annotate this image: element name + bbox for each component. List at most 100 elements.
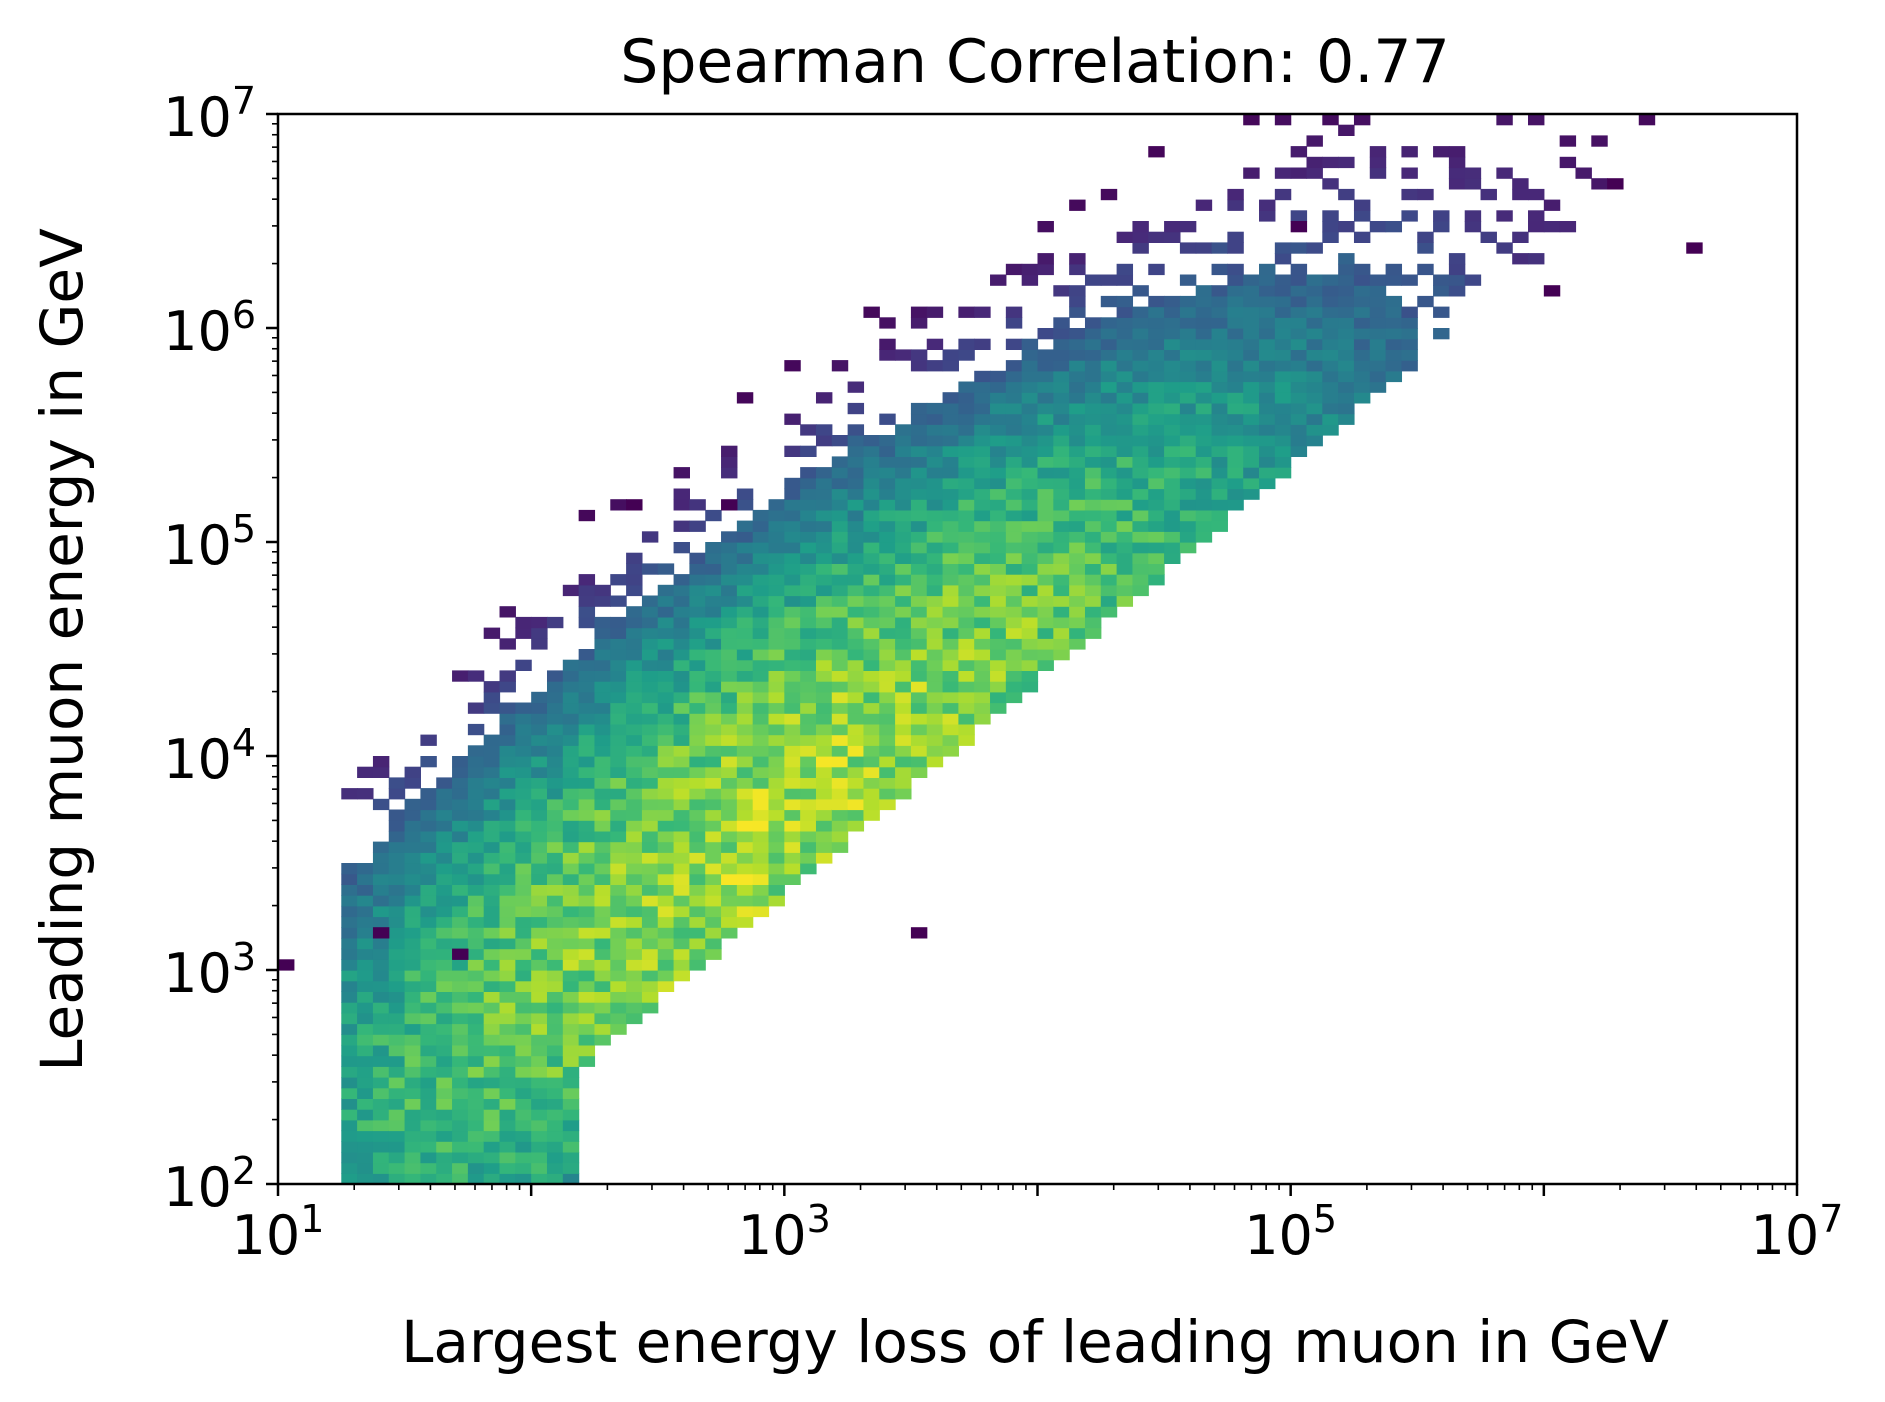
heatmap-bin: [578, 830, 596, 843]
heatmap-bin: [895, 756, 912, 768]
heatmap-bin: [1401, 210, 1418, 222]
heatmap-bin: [578, 606, 596, 618]
heatmap-bin: [1116, 338, 1134, 350]
heatmap-bin: [1179, 477, 1197, 490]
heatmap-bin: [546, 1002, 564, 1014]
heatmap-bin: [357, 1066, 374, 1078]
heatmap-bin: [1401, 306, 1418, 318]
heatmap-bin: [1448, 156, 1466, 169]
heatmap-bin: [942, 659, 959, 671]
heatmap-bin: [736, 777, 754, 789]
heatmap-bin: [879, 659, 896, 671]
heatmap-bin: [404, 1151, 421, 1164]
heatmap-bin: [1369, 338, 1387, 350]
heatmap-bin: [768, 499, 785, 511]
heatmap-bin: [1084, 477, 1102, 490]
heatmap-bin: [815, 435, 833, 447]
heatmap-bin: [721, 863, 738, 875]
heatmap-bin: [483, 937, 501, 950]
heatmap-bin: [1227, 349, 1244, 361]
heatmap-bin: [974, 456, 991, 468]
heatmap-bin: [515, 927, 532, 939]
heatmap-bin: [626, 627, 643, 639]
heatmap-bin: [1164, 370, 1181, 383]
heatmap-bin: [515, 991, 532, 1003]
heatmap-bin: [388, 1044, 406, 1057]
heatmap-bin: [958, 413, 975, 425]
heatmap-bin: [1132, 317, 1149, 329]
heatmap-bin: [1005, 402, 1023, 415]
heatmap-bin: [1259, 445, 1276, 457]
heatmap-bin: [1243, 488, 1260, 500]
heatmap-bin: [1132, 456, 1149, 468]
heatmap-bin: [895, 723, 912, 736]
heatmap-bin: [531, 723, 548, 736]
heatmap-bin: [1290, 413, 1308, 425]
heatmap-bin: [1433, 328, 1450, 340]
heatmap-bin: [689, 948, 706, 960]
heatmap-bin: [531, 916, 548, 928]
heatmap-bin: [831, 509, 849, 522]
heatmap-bin: [847, 713, 865, 725]
chart-title: Spearman Correlation: 0.77: [620, 27, 1450, 97]
heatmap-bin: [1084, 317, 1102, 329]
heatmap-bin: [531, 1119, 548, 1132]
heatmap-bin: [815, 552, 833, 564]
heatmap-bin: [1274, 328, 1292, 340]
heatmap-bin: [578, 1034, 596, 1046]
heatmap-bin: [673, 873, 690, 885]
heatmap-bin: [467, 1141, 485, 1153]
heatmap-bin: [578, 809, 596, 821]
heatmap-bin: [752, 809, 770, 821]
heatmap-bin: [768, 595, 785, 607]
heatmap-bin: [1322, 381, 1339, 393]
heatmap-bin: [689, 659, 706, 671]
heatmap-bin: [546, 830, 564, 843]
heatmap-bin: [974, 713, 991, 725]
heatmap-bin: [1369, 295, 1387, 308]
heatmap-bin: [815, 723, 833, 736]
heatmap-bin: [1053, 627, 1070, 639]
heatmap-bin: [610, 756, 627, 768]
heatmap-bin: [499, 916, 516, 928]
heatmap-bin: [784, 798, 801, 811]
heatmap-bin: [626, 691, 643, 704]
heatmap-bin: [815, 659, 833, 671]
heatmap-bin: [562, 959, 580, 971]
heatmap-bin: [1084, 563, 1102, 575]
heatmap-bin: [863, 713, 880, 725]
heatmap-bin: [404, 1023, 421, 1035]
heatmap-bin: [436, 841, 453, 853]
heatmap-bin: [784, 830, 801, 843]
heatmap-bin: [515, 970, 532, 982]
heatmap-bin: [752, 574, 770, 586]
heatmap-bin: [641, 884, 659, 896]
heatmap-bin: [942, 584, 959, 597]
heatmap-bin: [515, 766, 532, 778]
heatmap-bin: [752, 627, 770, 639]
heatmap-bin: [958, 306, 975, 318]
heatmap-bin: [1433, 274, 1450, 286]
heatmap-bin: [436, 905, 453, 918]
heatmap-bin: [1211, 445, 1228, 457]
heatmap-bin: [483, 1162, 501, 1174]
heatmap-bin: [831, 702, 849, 714]
heatmap-bin: [657, 595, 675, 607]
heatmap-bin: [452, 884, 469, 896]
heatmap-bin: [1417, 242, 1434, 254]
heatmap-bin: [1069, 445, 1086, 457]
heatmap-bin: [1369, 167, 1387, 179]
heatmap-bin: [990, 542, 1007, 554]
heatmap-bin: [483, 863, 501, 875]
heatmap-bin: [1433, 285, 1450, 297]
heatmap-bin: [467, 1173, 485, 1185]
heatmap-bin: [610, 830, 627, 843]
heatmap-bin: [784, 863, 801, 875]
heatmap-bin: [515, 873, 532, 885]
heatmap-bin: [1037, 467, 1054, 479]
heatmap-bin: [641, 1002, 659, 1014]
heatmap-bin: [752, 670, 770, 682]
heatmap-bin: [1132, 563, 1149, 575]
heatmap-bin: [673, 927, 690, 939]
heatmap-bin: [879, 649, 896, 661]
